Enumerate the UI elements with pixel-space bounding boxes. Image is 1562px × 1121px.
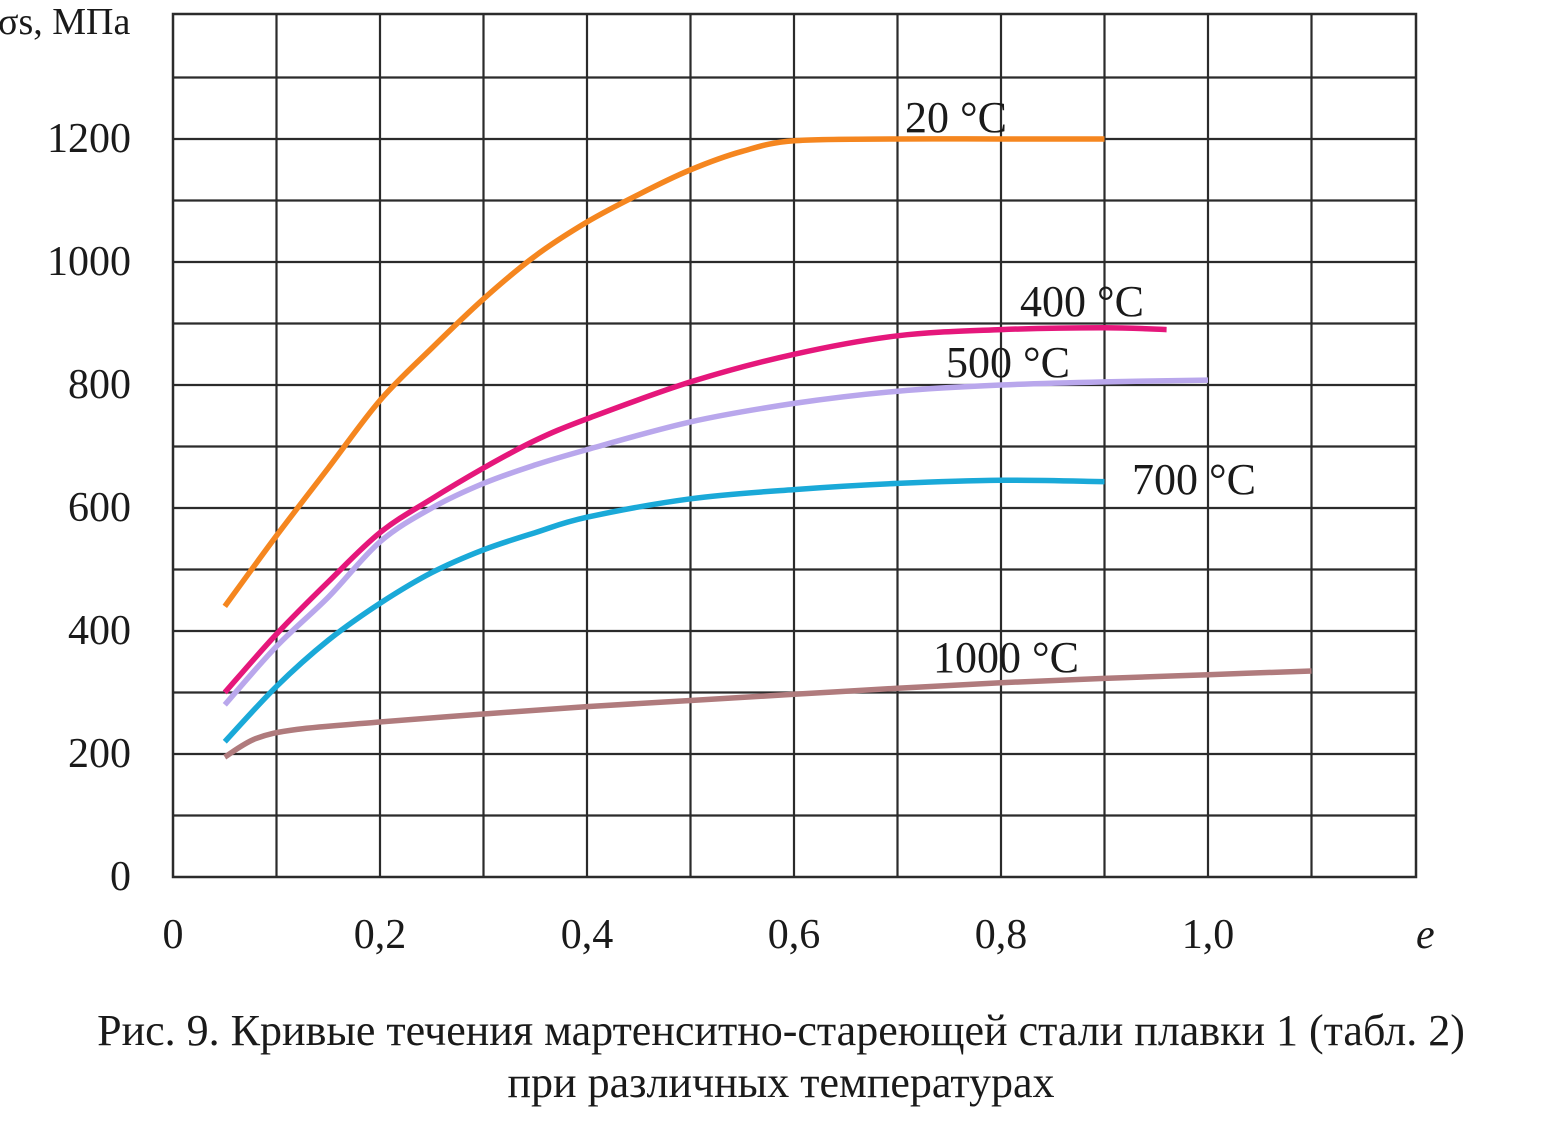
x-tick-label: 1,0 (1182, 912, 1235, 958)
caption-line-2: при различных температурах (507, 1058, 1055, 1107)
y-tick-label: 400 (68, 608, 131, 654)
series-line-4 (223, 668, 1312, 760)
y-tick-label: 800 (68, 362, 131, 408)
series-labels: 20 °C 400 °C 500 °C 700 °C 1000 °C (905, 93, 1256, 682)
curve-label: 700 °C (1132, 455, 1256, 504)
plot-grid (171, 12, 1418, 879)
x-tick-label: 0,6 (768, 912, 821, 958)
y-tick-label: 1200 (47, 116, 131, 162)
y-tick-label: 200 (68, 731, 131, 777)
y-tick-label: 600 (68, 485, 131, 531)
caption-line-1: Рис. 9. Кривые течения мартенситно-старе… (97, 1006, 1465, 1055)
y-tick-label: 0 (110, 854, 131, 900)
x-tick-label: 0,8 (975, 912, 1028, 958)
x-tick-label: 0,4 (561, 912, 614, 958)
y-axis-label: σs, МПа (0, 1, 131, 43)
curve-label: 20 °C (905, 93, 1007, 142)
x-tick-label: 0,2 (354, 912, 407, 958)
series-line-0 (222, 136, 1105, 609)
series-line-1 (222, 325, 1167, 695)
flow-curves-chart: 0 200 400 600 800 1000 1200 0 0,2 0,4 0,6 0,8 1,0 2… (0, 1, 1435, 958)
curve-label: 400 °C (1020, 277, 1144, 326)
series-lines (222, 136, 1312, 760)
y-tick-label: 1000 (47, 239, 131, 285)
figure-caption: Рис. 9. Кривые течения мартенситно-старе… (0, 1005, 1562, 1109)
x-axis-ticks: 0 0,2 0,4 0,6 0,8 1,0 (163, 912, 1235, 958)
series-line-3 (222, 477, 1105, 744)
series-line-2 (222, 377, 1209, 707)
curve-label: 1000 °C (933, 633, 1079, 682)
curve-label: 500 °C (946, 338, 1070, 387)
y-axis-ticks: 0 200 400 600 800 1000 1200 (47, 116, 131, 900)
x-axis-label: e (1416, 912, 1435, 958)
x-tick-label: 0 (163, 912, 184, 958)
